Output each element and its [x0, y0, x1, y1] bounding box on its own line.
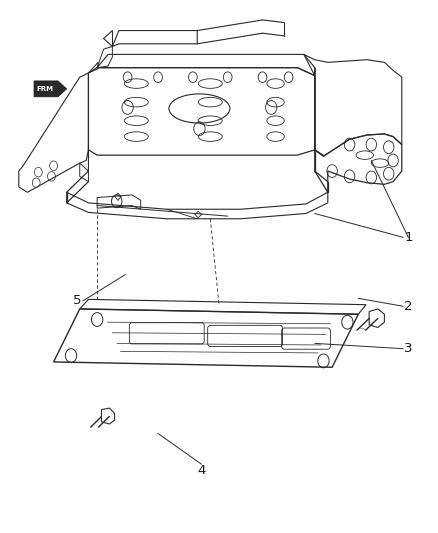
Text: 2: 2: [404, 300, 413, 313]
Text: 4: 4: [198, 464, 206, 477]
Text: 5: 5: [73, 294, 82, 308]
Text: 1: 1: [404, 231, 413, 244]
Text: 3: 3: [404, 342, 413, 355]
Polygon shape: [34, 81, 67, 97]
Text: FRM: FRM: [36, 86, 53, 92]
